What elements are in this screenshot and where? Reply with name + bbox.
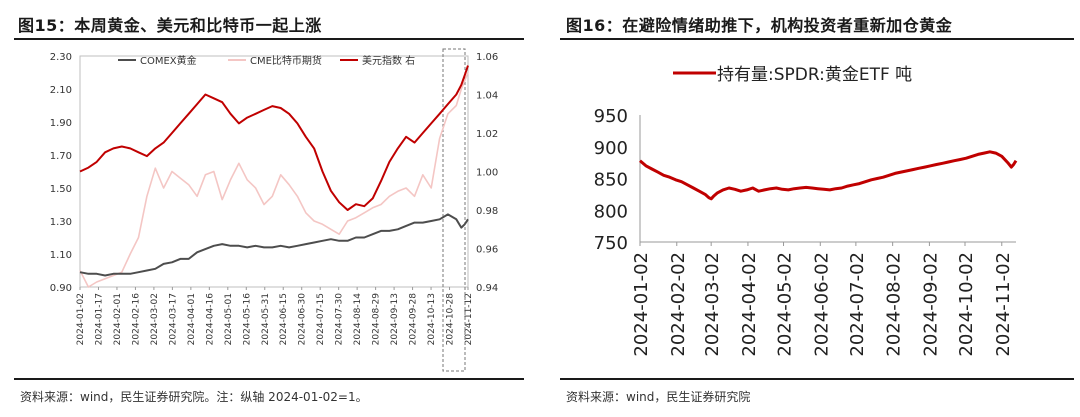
y-left-tick-label: 2.10 — [50, 85, 72, 96]
y-left-tick-label: 2.30 — [50, 52, 72, 63]
x-tick-label: 2024-01-02 — [76, 293, 86, 345]
x-tick-label: 2024-06-15 — [279, 293, 289, 345]
x-tick-label: 2024-05-02 — [775, 252, 796, 357]
x-tick-label: 2024-11-02 — [993, 252, 1014, 357]
x-tick-label: 2024-08-29 — [372, 293, 382, 346]
y-left-tick-label: 1.30 — [50, 217, 72, 228]
x-tick-label: 2024-03-02 — [702, 252, 723, 357]
x-tick-label: 2024-09-28 — [409, 293, 419, 346]
x-tick-label: 2024-07-15 — [316, 293, 326, 345]
y-left-tick-label: 1.10 — [50, 250, 72, 261]
y-right-tick-label: 1.06 — [476, 52, 498, 63]
x-tick-label: 2024-05-31 — [261, 293, 271, 345]
y-right-tick-label: 0.98 — [476, 206, 498, 217]
x-tick-label: 2024-03-02 — [150, 293, 160, 345]
series-line-spdr-gold-etf — [639, 150, 1018, 201]
figure-15-panel: 图15：本周黄金、美元和比特币一起上涨 2.30 2.10 1.90 1.70 1.50… — [0, 0, 530, 417]
y-right-tick-label: 1.02 — [476, 129, 498, 140]
figure-15-title: 图15：本周黄金、美元和比特币一起上涨 — [18, 16, 322, 35]
legend-label: CME比特币期货 — [250, 54, 322, 67]
plot-frame — [79, 55, 469, 288]
y-tick-label: 800 — [594, 201, 628, 222]
figure-15-source: 资料来源：wind，民生证券研究院。注：纵轴 2024-01-02=1。 — [20, 390, 368, 404]
y-right-tick-label: 0.96 — [476, 245, 498, 256]
y-left-tick-label: 1.90 — [50, 118, 72, 129]
figure-16-source: 资料来源：wind，民生证券研究院 — [566, 390, 751, 404]
figure-16-bottom-rule — [560, 378, 1074, 380]
legend-label: 美元指数 右 — [362, 54, 415, 67]
x-tick-label: 2024-10-13 — [427, 293, 437, 345]
x-tick-label: 2024-10-02 — [956, 252, 977, 357]
figure-15-top-rule — [14, 38, 524, 40]
x-tick-label: 2024-07-30 — [335, 293, 345, 346]
y-left-tick-label: 1.70 — [50, 151, 72, 162]
figure-16-top-rule — [560, 38, 1074, 40]
highlight-dashed-box — [442, 48, 466, 372]
x-tick-label: 2024-04-01 — [187, 293, 197, 345]
x-tick-label: 2024-04-16 — [205, 293, 215, 346]
y-tick-label: 900 — [594, 138, 628, 159]
y-tick-label: 950 — [594, 106, 628, 127]
x-tick-label: 2024-03-17 — [168, 293, 178, 345]
y-tick-label: 750 — [594, 233, 628, 254]
figure-16-panel: 图16：在避险情绪助推下，机构投资者重新加仓黄金 950 900 850 800 750… — [556, 0, 1080, 417]
x-tick-label: 2024-09-13 — [390, 293, 400, 345]
x-tick-label: 2024-05-01 — [224, 293, 234, 345]
x-tick-label: 2024-01-17 — [94, 293, 104, 345]
x-tick-label: 2024-07-02 — [847, 252, 868, 357]
legend-label: COMEX黄金 — [140, 54, 197, 67]
y-left-tick-label: 0.90 — [50, 283, 72, 294]
x-tick-label: 2024-09-02 — [920, 252, 941, 357]
figure-15-bottom-rule — [14, 378, 524, 380]
figure-16-title: 图16：在避险情绪助推下，机构投资者重新加仓黄金 — [566, 16, 953, 35]
x-tick-label: 2024-04-02 — [739, 252, 760, 357]
y-right-tick-label: 1.00 — [476, 168, 498, 179]
series-line-comex-gold — [79, 213, 469, 277]
figure-15-chart: 2.30 2.10 1.90 1.70 1.50 1.30 1.10 0.90 1.06 1.04… — [50, 48, 498, 372]
x-tick-label: 2024-02-16 — [131, 293, 141, 346]
y-left-tick-label: 1.50 — [50, 184, 72, 195]
series-line-usd-index — [79, 65, 469, 211]
x-tick-label: 2024-10-28 — [446, 293, 456, 346]
x-tick-label: 2024-08-02 — [884, 252, 905, 357]
x-tick-label: 2024-06-02 — [811, 252, 832, 357]
y-right-tick-label: 1.04 — [476, 91, 498, 102]
series-line-cme-bitcoin — [79, 72, 469, 288]
y-tick-label: 850 — [594, 170, 628, 191]
x-tick-label: 2024-02-01 — [113, 293, 123, 345]
x-tick-label: 2024-06-30 — [298, 293, 308, 346]
x-tick-label: 2024-01-02 — [631, 252, 652, 357]
x-tick-label: 2024-11-12 — [464, 293, 474, 345]
y-right-tick-label: 0.94 — [476, 283, 498, 294]
x-tick-label: 2024-05-16 — [242, 293, 252, 346]
x-tick-label: 2024-08-14 — [353, 293, 363, 346]
legend-label: 持有量:SPDR:黄金ETF 吨 — [717, 65, 912, 85]
x-tick-label: 2024-02-02 — [668, 252, 689, 357]
